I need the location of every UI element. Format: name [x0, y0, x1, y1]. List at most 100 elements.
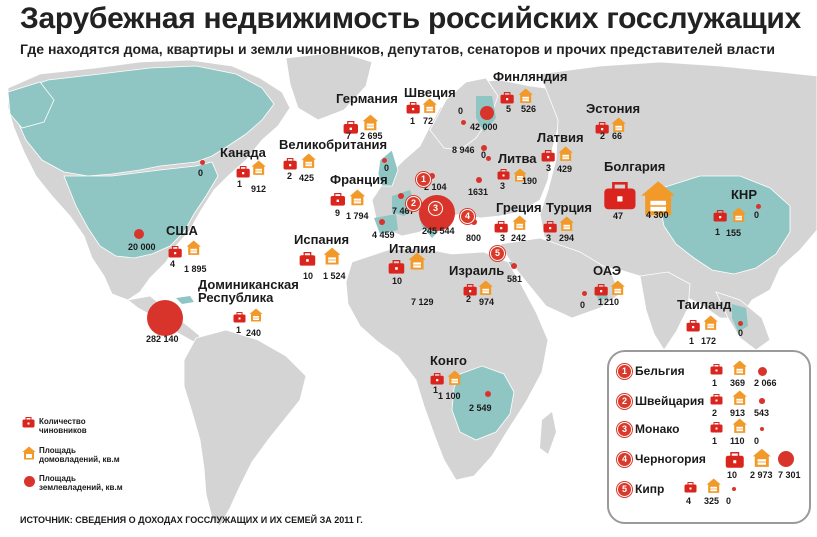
house-icon-latvia	[558, 146, 573, 161]
congo-highlight	[451, 365, 515, 441]
country-label-canada: Канада	[220, 145, 266, 160]
house-icon-finland	[518, 88, 533, 103]
officials-count-china: 1	[715, 227, 721, 237]
inset-house-icon-1	[732, 360, 747, 375]
country-label-thailand: Таиланд	[677, 297, 732, 312]
inset-country-name-4: Черногория	[635, 452, 706, 466]
house-icon-congo	[447, 370, 462, 385]
country-label-latvia: Латвия	[537, 130, 584, 145]
officials-count-france: 9	[335, 208, 341, 218]
land-area-uk: 0	[384, 163, 390, 173]
inset-briefcase-icon-3	[710, 422, 723, 433]
officials-count-lithuania: 3	[500, 181, 506, 191]
land-dot-china	[755, 203, 761, 209]
inset-homes-5: 325	[704, 496, 720, 506]
inset-homes-3: 110	[730, 436, 745, 446]
briefcase-icon-lithuania	[497, 169, 510, 180]
house-icon-israel	[478, 280, 493, 295]
officials-count-latvia: 3	[546, 163, 552, 173]
briefcase-icon-germany	[343, 121, 358, 134]
country-label-germany: Германия	[336, 91, 398, 106]
land-area-greece: 800	[466, 233, 482, 243]
briefcase-icon-israel	[463, 284, 477, 296]
india	[639, 271, 691, 351]
land-area-estonia: 8 946	[452, 145, 475, 155]
officials-count-israel: 2	[466, 294, 472, 304]
inset-briefcase-icon-2	[710, 394, 723, 405]
land-area-canada: 0	[198, 168, 204, 178]
inset-officials-1: 1	[712, 378, 718, 388]
briefcase-icon-latvia	[541, 150, 555, 162]
map-badge-4: 4	[460, 209, 475, 224]
inset-badge-2: 2	[617, 394, 632, 409]
officials-count-uk: 2	[287, 171, 293, 181]
officials-count-estonia: 2	[600, 131, 606, 141]
officials-count-thailand: 1	[689, 336, 695, 346]
homes-area-dominican: 240	[246, 328, 262, 338]
land-area-spain: 4 459	[372, 230, 395, 240]
briefcase-icon-uae	[594, 284, 608, 296]
land-area-congo: 2 549	[469, 403, 492, 413]
briefcase-icon-dominican	[233, 312, 246, 323]
source-note: ИСТОЧНИК: СВЕДЕНИЯ О ДОХОДАХ ГОССЛУЖАЩИХ…	[20, 515, 363, 525]
officials-count-congo: 1	[433, 385, 439, 395]
map-badge-1: 1	[416, 172, 431, 187]
country-label-congo: Конго	[430, 353, 467, 368]
legend-officials-line2: чиновников	[39, 426, 87, 435]
country-label-finland: Финляндия	[493, 69, 568, 84]
inset-badge-4: 4	[617, 452, 632, 467]
land-area-china: 0	[754, 210, 760, 220]
inset-land-dot-3	[760, 427, 764, 431]
briefcase-icon-turkey	[543, 221, 557, 233]
land-area-france: 7 467	[392, 206, 415, 216]
land-area-dominican: 282 140	[146, 334, 179, 344]
house-icon-usa	[186, 240, 201, 255]
alaska	[7, 81, 55, 129]
homes-area-china: 155	[726, 228, 742, 238]
officials-count-finland: 5	[506, 104, 512, 114]
homes-area-canada: 912	[251, 184, 267, 194]
homes-area-congo: 1 100	[438, 391, 461, 401]
house-icon-turkey	[559, 216, 574, 231]
house-icon-uk	[301, 153, 316, 168]
land-dot-uk	[381, 157, 387, 163]
dominican-republic-highlight	[176, 296, 194, 304]
land-area-thailand: 0	[738, 328, 744, 338]
inset-house-icon-2	[732, 390, 747, 405]
map-badge-3: 3	[428, 201, 443, 216]
land-area-sweden: 0	[458, 106, 464, 116]
country-label-dominican-line1: Доминиканская	[198, 277, 299, 292]
homes-area-finland: 526	[521, 104, 537, 114]
country-label-spain: Испания	[294, 232, 350, 247]
land-dot-israel	[511, 263, 517, 269]
officials-count-sweden: 1	[410, 116, 416, 126]
briefcase-icon-thailand	[686, 320, 700, 332]
land-dot-finland	[479, 105, 495, 121]
land-dot-germany	[429, 173, 435, 179]
inset-homes-4: 2 973	[750, 470, 773, 480]
officials-count-canada: 1	[237, 179, 243, 189]
legend-homes-line2: домовладений, кв.м	[39, 455, 120, 464]
house-icon-estonia	[611, 117, 626, 132]
homes-area-uae: 210	[604, 297, 620, 307]
land-area-germany: 2 104	[424, 182, 447, 192]
land-area-bulgaria: 245 544	[422, 226, 455, 236]
inset-country-name-5: Кипр	[635, 482, 665, 496]
south-america-landmass	[183, 329, 307, 527]
canada-highlight	[13, 65, 275, 177]
country-label-china: КНР	[731, 187, 757, 202]
officials-count-usa: 4	[170, 259, 176, 269]
house-icon-dominican	[249, 308, 263, 322]
homes-area-estonia: 66	[612, 131, 623, 141]
briefcase-icon-france	[330, 193, 345, 206]
legend-land-label: Площадь землевладений, кв.м	[39, 474, 123, 492]
country-label-greece: Греция	[496, 200, 542, 215]
inset-house-icon-5	[706, 478, 721, 493]
madagascar	[540, 412, 556, 454]
inset-badge-3: 3	[617, 422, 632, 437]
country-label-dominican-line2: Республика	[198, 290, 274, 305]
country-label-turkey: Турция	[546, 200, 593, 215]
inset-badge-5: 5	[617, 482, 632, 497]
homes-area-greece: 242	[511, 233, 527, 243]
officials-count-turkey: 3	[546, 233, 552, 243]
